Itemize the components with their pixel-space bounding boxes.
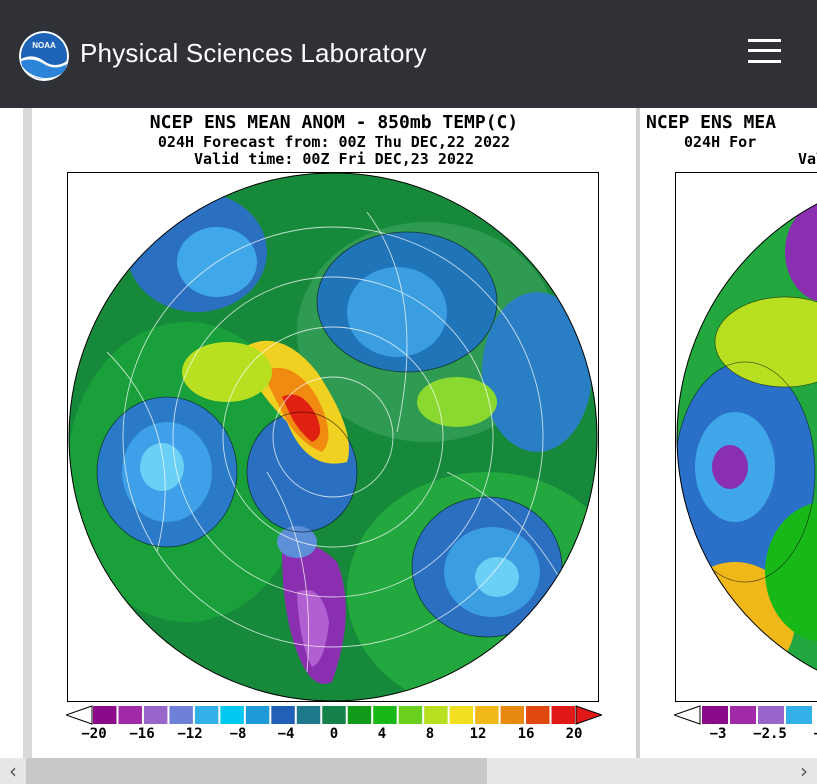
scrollbar-thumb[interactable]: [26, 758, 487, 784]
map-title: NCEP ENS MEAN ANOM - 850mb TEMP(C): [149, 112, 519, 133]
panel-divider: [636, 108, 640, 758]
colorbar-label: −2: [800, 726, 817, 742]
colorbar-swatch: [500, 706, 525, 724]
second-map-frame: [675, 172, 817, 702]
image-viewer: NCEP ENS MEAN ANOM - 850mb TEMP(C) 024H …: [0, 108, 817, 758]
colorbar-swatch: [322, 706, 346, 724]
colorbar-swatch: [271, 706, 295, 724]
colorbar-swatch: [143, 706, 168, 724]
colorbar-max-arrow: [575, 705, 602, 725]
second-color-bar: [674, 705, 812, 725]
colorbar-label: 8: [425, 726, 435, 742]
site-title[interactable]: Physical Sciences Laboratory: [80, 38, 427, 68]
scroll-left-icon[interactable]: ‹: [9, 759, 17, 783]
polar-map: [68, 172, 598, 702]
horizontal-scrollbar[interactable]: ‹ ›: [0, 758, 817, 784]
colorbar-label: 20: [565, 726, 583, 742]
second-forecast-map-panel[interactable]: NCEP ENS MEA 024H For Vali: [640, 108, 817, 758]
colorbar-swatch: [296, 706, 321, 724]
map-forecast-line: 024H Forecast from: 00Z Thu DEC,22 2022: [157, 133, 511, 151]
second-map-title: NCEP ENS MEA: [646, 112, 777, 133]
site-header: NOAA Physical Sciences Laboratory: [0, 0, 817, 108]
viewer-left-edge: [23, 108, 32, 758]
colorbar-label: 16: [517, 726, 535, 742]
colorbar-label: 0: [329, 726, 339, 742]
colorbar-swatch: [449, 706, 474, 724]
colorbar-label: −16: [129, 726, 155, 742]
colorbar-label: 4: [377, 726, 387, 742]
colorbar-swatch: [93, 706, 117, 724]
colorbar-label: −12: [177, 726, 203, 742]
colorbar-swatch: [347, 706, 372, 724]
colorbar-label: −20: [81, 726, 107, 742]
colorbar-swatch: [118, 706, 142, 724]
colorbar-label: −8: [229, 726, 247, 742]
colorbar-label: −3: [709, 726, 727, 742]
colorbar-swatch: [551, 706, 575, 724]
svg-text:NOAA: NOAA: [32, 41, 56, 50]
colorbar-swatch: [373, 706, 397, 724]
colorbar-swatch: [169, 706, 193, 724]
colorbar-swatch: [245, 706, 270, 724]
scroll-right-icon[interactable]: ›: [800, 759, 808, 783]
color-bar: [66, 705, 602, 725]
colorbar-swatch: [475, 706, 499, 724]
colorbar-swatch: [526, 706, 550, 724]
hamburger-menu-icon[interactable]: [746, 38, 782, 64]
colorbar-label: −4: [277, 726, 295, 742]
colorbar-swatch: [194, 706, 219, 724]
second-map-valid-time: Vali: [798, 150, 817, 168]
second-polar-map: [676, 173, 817, 701]
colorbar-label: −2.5: [753, 726, 787, 742]
second-map-forecast-line: 024H For: [684, 133, 757, 151]
colorbar-swatch: [424, 706, 448, 724]
map-valid-time: Valid time: 00Z Fri DEC,23 2022: [194, 150, 474, 168]
forecast-map-panel[interactable]: NCEP ENS MEAN ANOM - 850mb TEMP(C) 024H …: [32, 108, 636, 758]
colorbar-min-arrow: [66, 705, 93, 725]
noaa-logo-icon[interactable]: NOAA: [19, 31, 69, 81]
colorbar-swatch: [398, 706, 423, 724]
colorbar-swatch: [220, 706, 244, 724]
colorbar-label: 12: [469, 726, 487, 742]
